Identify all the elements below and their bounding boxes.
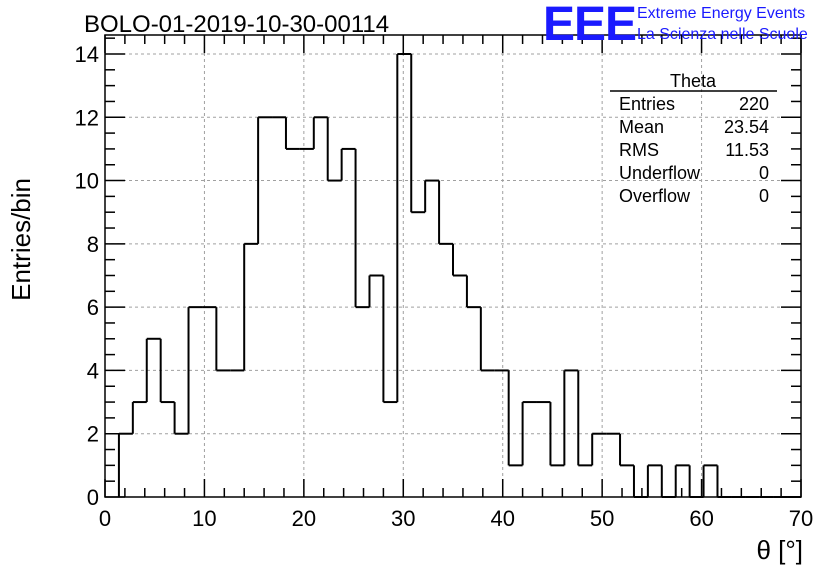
histogram-bars: [117, 52, 801, 498]
stats-value: 0: [759, 186, 769, 206]
stats-label: Underflow: [619, 163, 701, 183]
y-axis-title: Entries/bin: [6, 178, 36, 301]
y-tick-label: 12: [75, 105, 99, 130]
y-tick-label: 14: [75, 42, 99, 67]
x-tick-label: 30: [391, 506, 415, 531]
stats-label: Overflow: [619, 186, 691, 206]
logo-line-2: La Scienza nelle Scuole: [637, 26, 808, 43]
stats-label: Entries: [619, 94, 675, 114]
y-tick-label: 0: [87, 485, 99, 510]
stats-box: Theta Entries 220 Mean 23.54 RMS 11.53 Underfl…: [610, 71, 777, 206]
x-tick-label: 10: [192, 506, 216, 531]
x-tick-label: 40: [490, 506, 514, 531]
logo-line-1: Extreme Energy Events: [637, 5, 805, 22]
x-axis-title: θ [°]: [756, 535, 803, 565]
stats-rows: Entries 220 Mean 23.54 RMS 11.53 Underflow 0 Ove…: [619, 94, 769, 206]
stats-value: 23.54: [724, 117, 769, 137]
stats-value: 0: [759, 163, 769, 183]
y-tick-label: 8: [87, 232, 99, 257]
stats-label: RMS: [619, 140, 659, 160]
x-tick-label: 50: [590, 506, 614, 531]
stats-label: Mean: [619, 117, 664, 137]
x-tick-label: 70: [789, 506, 813, 531]
chart-title: BOLO-01-2019-10-30-00114: [84, 11, 389, 38]
axis-ticks: [104, 35, 802, 498]
y-tick-label: 2: [87, 422, 99, 447]
logo: EEE Extreme Energy Events La Scienza nel…: [543, 0, 808, 51]
logo-mark: EEE: [543, 0, 636, 51]
y-tick-label: 4: [87, 358, 99, 383]
stats-title: Theta: [670, 71, 717, 91]
stats-value: 220: [739, 94, 769, 114]
x-tick-label: 60: [689, 506, 713, 531]
x-tick-label: 20: [292, 506, 316, 531]
y-tick-label: 10: [75, 169, 99, 194]
y-tick-label: 6: [87, 295, 99, 320]
stats-value: 11.53: [725, 140, 769, 160]
plot-frame: [104, 34, 802, 498]
x-tick-label: 0: [99, 506, 111, 531]
tick-labels: 0 10 20 30 40 50 60 70 0 2 4 6 8 10 12 14: [75, 42, 814, 531]
